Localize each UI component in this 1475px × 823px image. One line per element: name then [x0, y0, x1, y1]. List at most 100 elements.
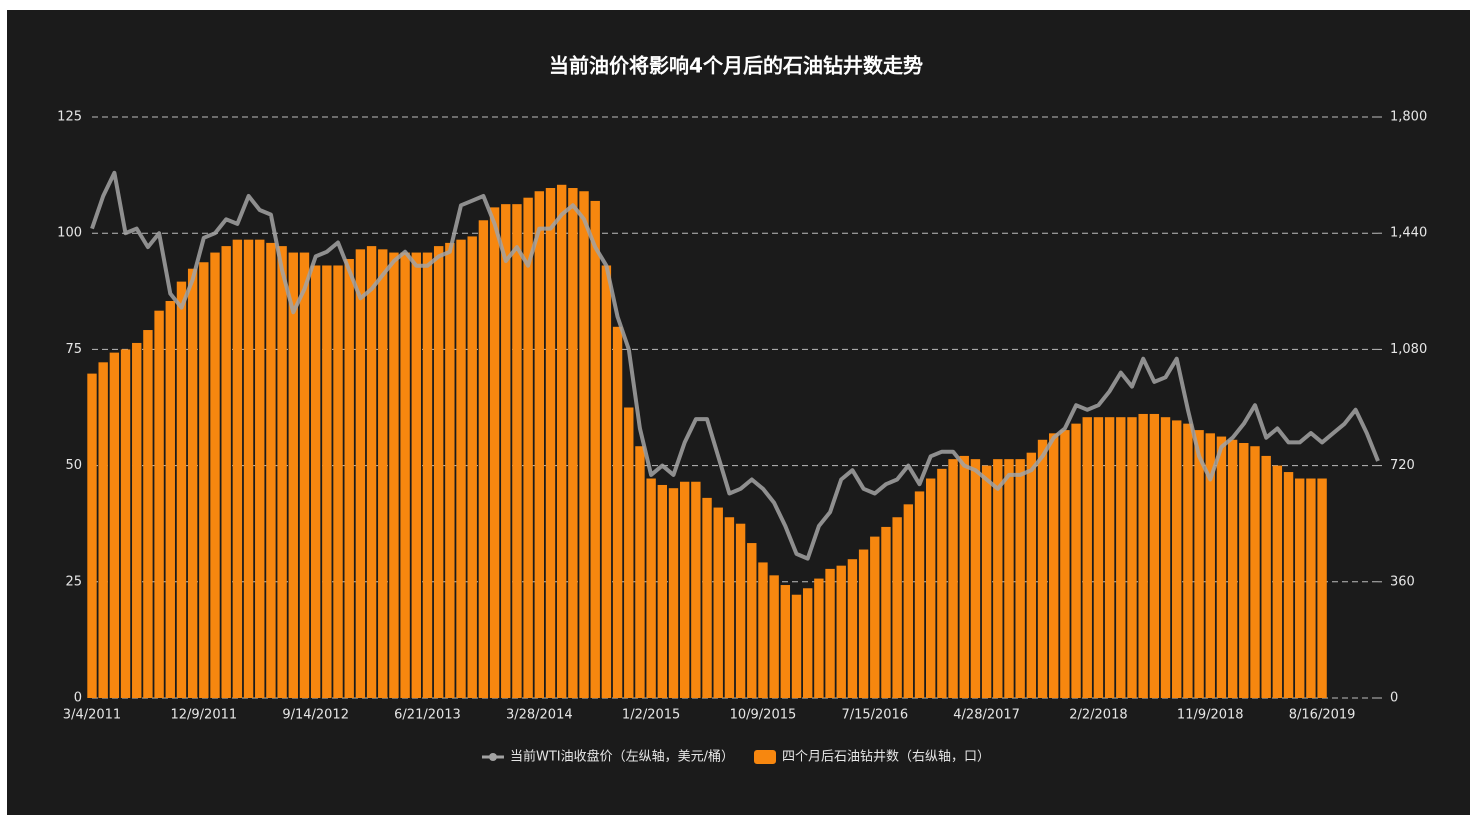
bar: [1082, 417, 1092, 698]
bar: [1216, 436, 1227, 698]
bar: [210, 252, 220, 699]
bar: [981, 465, 992, 698]
bar: [624, 407, 634, 698]
bar: [411, 252, 421, 699]
bar: [1049, 433, 1059, 698]
bar: [780, 585, 791, 698]
bar: [232, 239, 243, 698]
bar: [255, 239, 265, 698]
x-tick-label: 6/21/2013: [394, 708, 461, 723]
bar: [366, 246, 377, 698]
bar: [400, 252, 410, 699]
bar: [322, 265, 332, 698]
bar: [914, 491, 925, 698]
bar: [1205, 433, 1215, 698]
bar: [556, 184, 567, 699]
bar: [98, 362, 108, 698]
bar: [758, 562, 768, 698]
bar: [691, 481, 701, 698]
bar: [579, 191, 589, 698]
bar: [1295, 478, 1305, 698]
bar: [1026, 452, 1037, 698]
x-tick-label: 7/15/2016: [841, 708, 908, 723]
bar: [847, 559, 858, 698]
bar: [814, 578, 824, 698]
bar: [903, 504, 914, 698]
bar: [120, 349, 131, 698]
y-tick-label: 50: [65, 458, 82, 473]
bar: [870, 536, 880, 698]
legend-item: 当前WTI油收盘价（左纵轴，美元/桶）: [481, 749, 734, 765]
x-tick-label: 3/4/2011: [63, 708, 121, 723]
bar: [478, 220, 489, 699]
legend-dot-icon: [488, 753, 497, 761]
y2-tick-label: 360: [1390, 574, 1415, 589]
bar: [1116, 417, 1126, 698]
bar: [612, 326, 623, 698]
legend-label: 四个月后石油钻井数（右纵轴，口）: [782, 750, 990, 765]
bar: [769, 575, 779, 698]
bar: [433, 246, 444, 698]
bar: [657, 484, 668, 698]
bar: [702, 497, 712, 698]
bar: [534, 191, 545, 698]
bar: [892, 517, 902, 698]
bar: [333, 265, 343, 698]
bar: [501, 204, 511, 698]
bar: [87, 373, 97, 698]
bar: [1149, 413, 1160, 698]
x-tick-label: 4/28/2017: [953, 708, 1020, 723]
bar: [646, 478, 656, 698]
bar: [1093, 417, 1104, 698]
bar: [512, 204, 522, 698]
y2-tick-label: 1,440: [1390, 226, 1427, 241]
x-tick-label: 9/14/2012: [282, 708, 349, 723]
bar: [355, 249, 366, 699]
x-tick-label: 1/2/2015: [622, 708, 680, 723]
legend-bar-icon: [754, 750, 776, 764]
x-tick-label: 2/2/2018: [1069, 708, 1127, 723]
bar: [199, 262, 209, 698]
x-tick-label: 12/9/2011: [170, 708, 237, 723]
x-tick-label: 3/28/2014: [506, 708, 573, 723]
legend-label: 当前WTI油收盘价（左纵轴，美元/桶）: [510, 749, 734, 765]
bar: [858, 549, 869, 698]
bar: [724, 517, 735, 698]
bar: [1239, 443, 1249, 698]
y-tick-label: 75: [65, 342, 82, 357]
bar: [143, 330, 153, 698]
bar: [1138, 413, 1148, 698]
bar: [1071, 423, 1081, 698]
bar: [1127, 417, 1137, 698]
bar: [288, 252, 298, 699]
bar: [389, 252, 399, 699]
y-tick-label: 25: [65, 574, 82, 589]
bar: [445, 242, 455, 698]
bar: [802, 588, 813, 698]
bar: [154, 310, 164, 698]
bar: [1317, 478, 1327, 698]
bar: [948, 459, 958, 698]
bar: [456, 239, 466, 698]
bar: [132, 342, 142, 698]
y-tick-label: 0: [74, 691, 82, 706]
bar: [221, 246, 231, 698]
bar: [467, 236, 477, 698]
bar: [1250, 446, 1260, 698]
bar: [791, 594, 802, 698]
y2-tick-label: 1,080: [1390, 342, 1427, 357]
bar: [601, 265, 612, 698]
y2-tick-label: 1,800: [1390, 110, 1427, 125]
bar: [1160, 417, 1171, 698]
bar: [1272, 465, 1283, 698]
bar: [1283, 472, 1294, 698]
bar: [489, 207, 500, 698]
bar: [1172, 420, 1182, 698]
bar: [970, 459, 981, 698]
y-tick-label: 125: [57, 110, 82, 125]
bar: [937, 468, 947, 698]
bar: [668, 488, 679, 698]
bar: [1227, 439, 1238, 698]
bar: [1306, 478, 1316, 698]
